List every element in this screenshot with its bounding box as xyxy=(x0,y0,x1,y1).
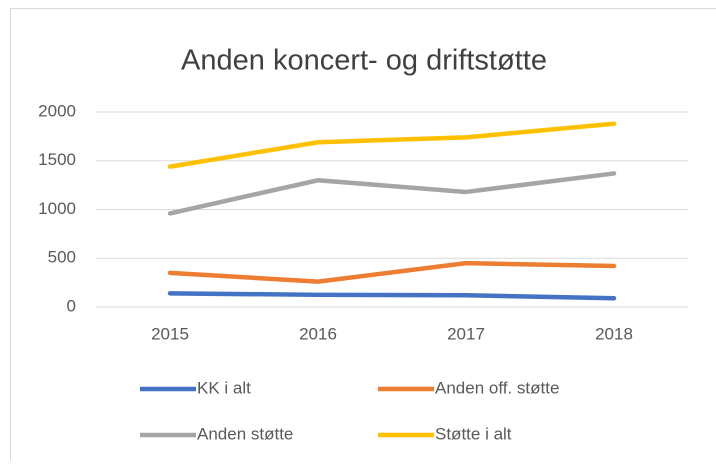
y-tick-label: 500 xyxy=(48,248,76,267)
x-tick-label: 2018 xyxy=(595,324,633,343)
x-tick-label: 2017 xyxy=(447,324,485,343)
chart-title: Anden koncert- og driftstøtte xyxy=(181,45,547,77)
legend-label: Anden off. støtte xyxy=(435,378,559,397)
y-tick-label: 2000 xyxy=(38,101,76,120)
y-tick-label: 1000 xyxy=(38,199,76,218)
legend-label: Anden støtte xyxy=(197,424,293,443)
y-tick-label: 1500 xyxy=(38,150,76,169)
legend-label: KK i alt xyxy=(197,378,251,397)
legend-label: Støtte i alt xyxy=(435,424,512,443)
x-tick-label: 2016 xyxy=(299,324,337,343)
y-tick-label: 0 xyxy=(67,296,76,315)
x-tick-label: 2015 xyxy=(151,324,189,343)
